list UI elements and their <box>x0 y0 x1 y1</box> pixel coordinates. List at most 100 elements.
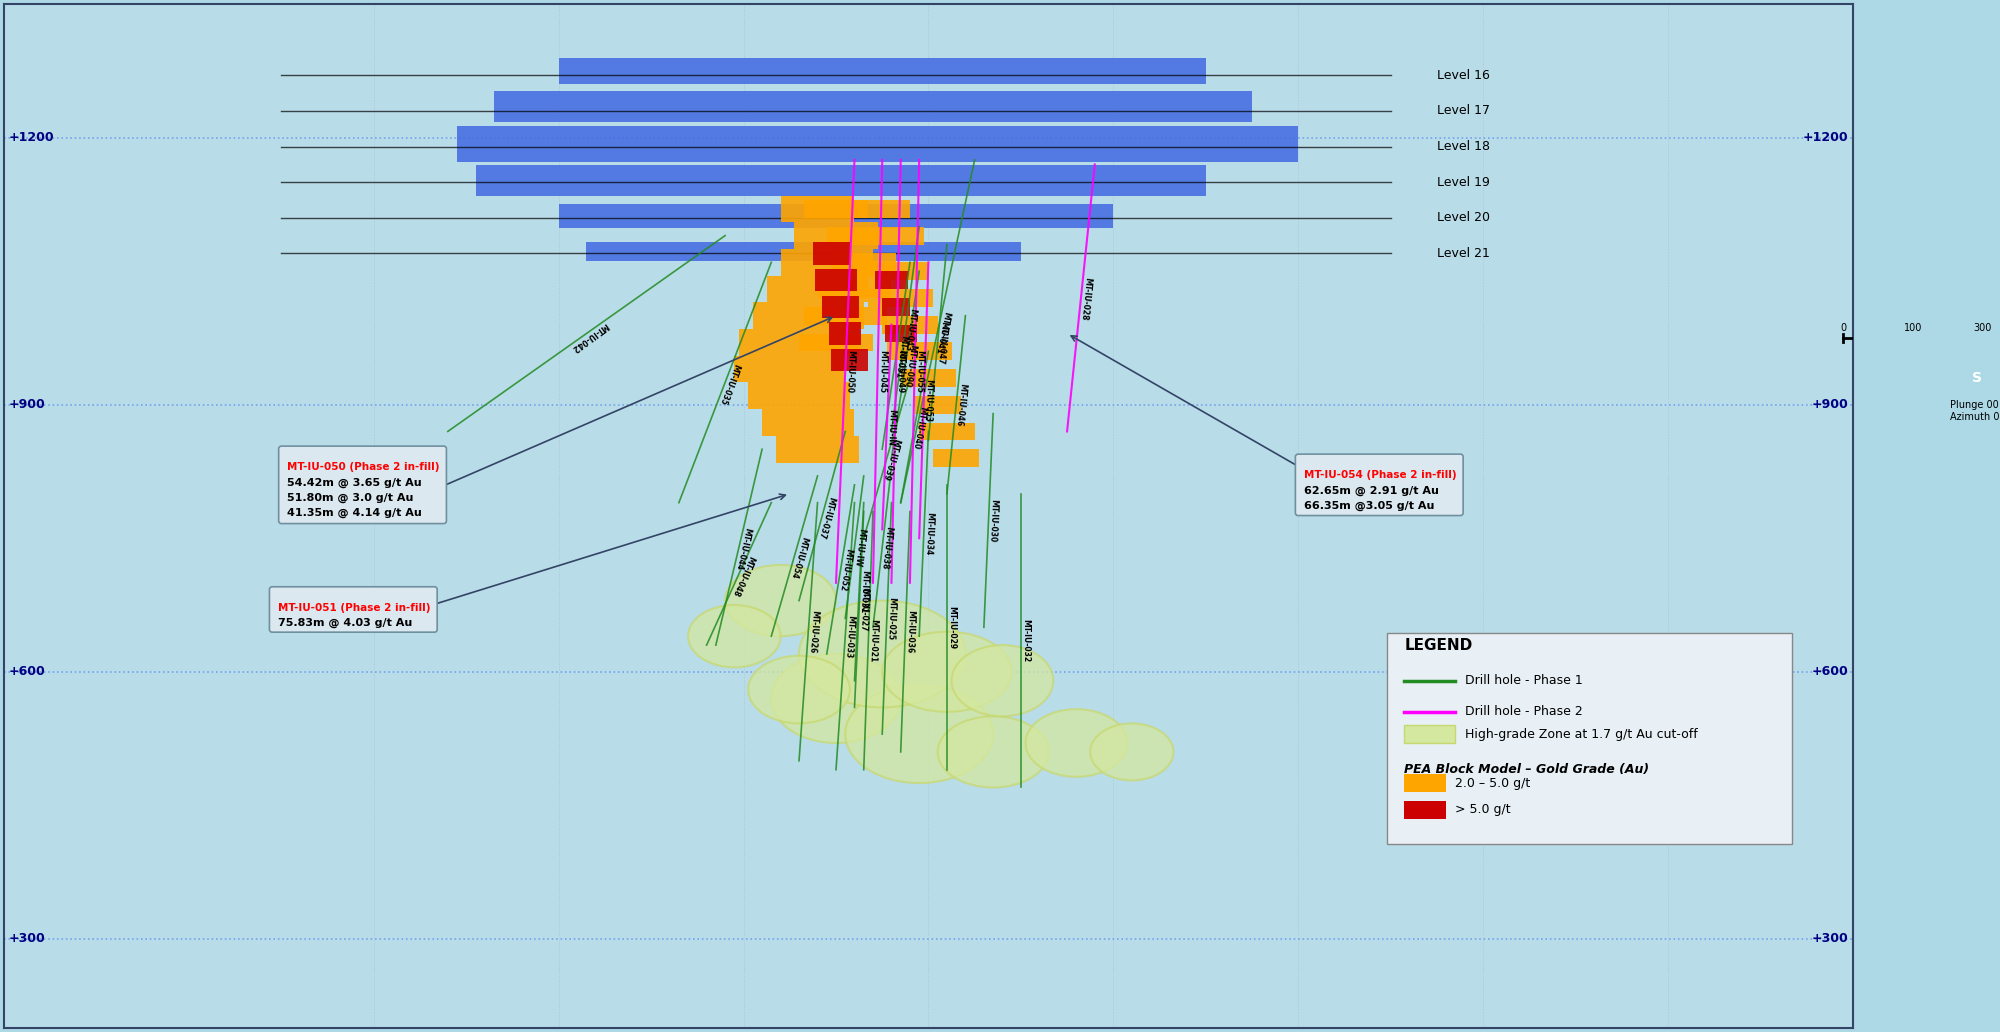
Bar <box>884 325 916 343</box>
Bar <box>494 91 1252 122</box>
Bar <box>812 243 850 264</box>
Bar <box>804 200 868 218</box>
Ellipse shape <box>846 685 994 783</box>
Text: MT-IU-033: MT-IU-033 <box>844 615 856 658</box>
Text: MT-IU-021: MT-IU-021 <box>868 619 878 663</box>
Text: Level 19: Level 19 <box>1436 175 1490 189</box>
Bar <box>794 222 878 249</box>
Text: MT-IU-047: MT-IU-047 <box>936 321 948 364</box>
Text: Level 16: Level 16 <box>1436 69 1490 82</box>
Ellipse shape <box>800 601 966 707</box>
Bar <box>734 356 846 383</box>
Text: MT-IU-048: MT-IU-048 <box>730 554 756 598</box>
Text: Level 17: Level 17 <box>1436 104 1490 118</box>
Bar <box>800 333 872 351</box>
Bar <box>816 269 856 291</box>
Bar <box>854 262 928 280</box>
Text: 2.0 – 5.0 g/t: 2.0 – 5.0 g/t <box>1456 776 1530 789</box>
Text: MT-IU-035: MT-IU-035 <box>718 362 742 406</box>
Bar <box>882 316 938 333</box>
Bar <box>860 227 924 245</box>
Text: Level 20: Level 20 <box>1436 212 1490 224</box>
Text: +900: +900 <box>1812 398 1848 411</box>
Text: +1200: +1200 <box>1802 131 1848 144</box>
Text: MT-IU-040: MT-IU-040 <box>910 406 928 450</box>
Ellipse shape <box>952 645 1054 716</box>
Circle shape <box>1958 358 1998 397</box>
Bar <box>882 298 910 316</box>
Text: MT-IU-049: MT-IU-049 <box>896 350 906 393</box>
Text: 51.80m @ 3.0 g/t Au: 51.80m @ 3.0 g/t Au <box>286 492 414 503</box>
Bar <box>832 349 868 372</box>
Text: MT-IU-046: MT-IU-046 <box>954 383 968 427</box>
FancyBboxPatch shape <box>278 446 446 523</box>
Text: Drill hole - Phase 2: Drill hole - Phase 2 <box>1464 705 1582 718</box>
Text: 300: 300 <box>1972 323 1992 333</box>
Bar <box>766 276 868 302</box>
Bar <box>826 227 882 245</box>
Text: Level 21: Level 21 <box>1436 247 1490 260</box>
Text: MT-IU-051: MT-IU-051 <box>894 334 908 379</box>
Bar <box>1404 774 1446 792</box>
Bar <box>558 203 1114 228</box>
Text: MT-IU-027: MT-IU-027 <box>858 588 870 632</box>
Text: 41.35m @ 4.14 g/t Au: 41.35m @ 4.14 g/t Au <box>286 508 422 518</box>
Text: 0: 0 <box>1840 323 1846 333</box>
Text: S: S <box>1972 372 1982 385</box>
Bar <box>920 422 974 441</box>
Bar <box>586 241 1020 261</box>
Text: 66.35m @3.05 g/t Au: 66.35m @3.05 g/t Au <box>1304 501 1434 511</box>
Text: Plunge 00
Azimuth 014: Plunge 00 Azimuth 014 <box>1950 400 2000 422</box>
Bar <box>832 254 896 271</box>
Bar <box>458 126 1298 162</box>
Bar <box>776 436 860 462</box>
FancyBboxPatch shape <box>1386 633 1792 844</box>
Bar <box>1404 801 1446 818</box>
Bar <box>914 396 960 414</box>
Bar <box>780 249 872 276</box>
Text: MT-IU-034: MT-IU-034 <box>922 512 934 556</box>
Text: +300: +300 <box>1812 932 1848 945</box>
Text: MT-IU-050: MT-IU-050 <box>844 350 856 393</box>
Text: MT-IU-038: MT-IU-038 <box>880 525 894 570</box>
Text: 54.42m @ 3.65 g/t Au: 54.42m @ 3.65 g/t Au <box>286 477 422 487</box>
Bar <box>876 271 908 289</box>
Text: MT-IU-030: MT-IU-030 <box>988 498 998 543</box>
Ellipse shape <box>726 565 836 636</box>
Text: MT-IU-029: MT-IU-029 <box>946 606 956 649</box>
Bar <box>752 302 864 329</box>
Bar <box>1404 725 1456 743</box>
Text: MT-IU-IN: MT-IU-IN <box>886 409 896 446</box>
Text: 75.83m @ 4.03 g/t Au: 75.83m @ 4.03 g/t Au <box>278 618 412 628</box>
Text: MT-IU-051 (Phase 2 in-fill): MT-IU-051 (Phase 2 in-fill) <box>278 603 430 613</box>
Bar <box>830 322 862 345</box>
Text: MT-IU-044: MT-IU-044 <box>734 526 752 570</box>
Bar <box>804 307 886 325</box>
Text: MT-IU-054: MT-IU-054 <box>788 536 808 579</box>
Text: MT-IU-037: MT-IU-037 <box>816 495 836 539</box>
Ellipse shape <box>688 605 780 668</box>
Bar <box>886 343 952 360</box>
Text: MT-IU-055: MT-IU-055 <box>914 350 924 393</box>
Text: +600: +600 <box>8 666 46 678</box>
Ellipse shape <box>772 654 900 743</box>
Text: LEGEND: LEGEND <box>1404 638 1472 652</box>
Text: Level 18: Level 18 <box>1436 140 1490 153</box>
Text: MT-IU-052: MT-IU-052 <box>838 548 852 592</box>
Bar <box>934 449 980 467</box>
Text: 62.65m @ 2.91 g/t Au: 62.65m @ 2.91 g/t Au <box>1304 485 1438 495</box>
Bar <box>476 165 1206 196</box>
Bar <box>738 329 860 356</box>
Text: > 5.0 g/t: > 5.0 g/t <box>1456 803 1510 816</box>
Text: +1200: +1200 <box>8 131 54 144</box>
Text: PEA Block Model – Gold Grade (Au): PEA Block Model – Gold Grade (Au) <box>1404 763 1650 776</box>
FancyBboxPatch shape <box>270 587 438 633</box>
Bar <box>854 200 910 218</box>
Ellipse shape <box>748 655 850 723</box>
Ellipse shape <box>1090 723 1174 780</box>
Bar <box>780 195 854 222</box>
Text: +600: +600 <box>1812 666 1848 678</box>
Bar <box>762 409 854 436</box>
Text: MT-IU-090: MT-IU-090 <box>902 344 918 387</box>
Text: MT-IU-026: MT-IU-026 <box>806 610 818 654</box>
